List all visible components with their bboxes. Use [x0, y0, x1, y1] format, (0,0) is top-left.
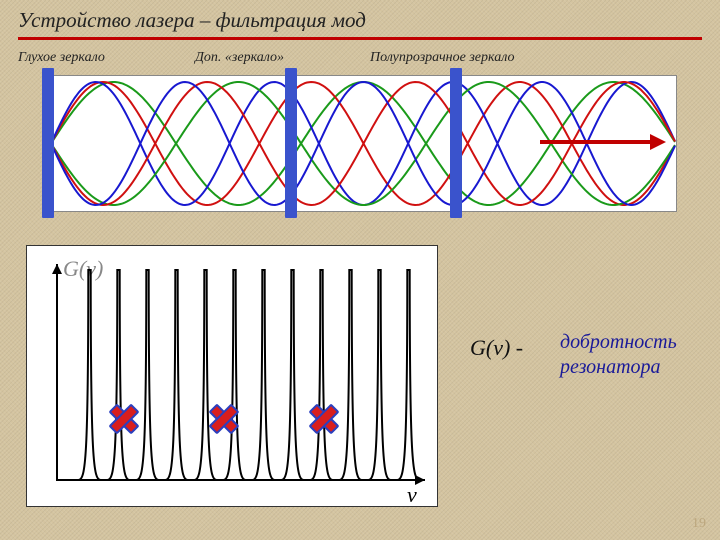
title-underline	[18, 37, 702, 40]
mirror-left	[42, 68, 54, 218]
title-block: Устройство лазера – фильтрация мод	[18, 8, 702, 40]
label-left-mirror: Глухое зеркало	[18, 50, 105, 66]
mirror-right	[450, 68, 462, 218]
desc-line2: резонатора	[560, 356, 661, 378]
output-arrow	[540, 140, 650, 144]
eq-text: G(ν) -	[470, 335, 523, 360]
filter-cross-1	[110, 405, 138, 433]
label-right-mirror: Полупрозрачное зеркало	[370, 50, 514, 66]
svg-text:G(ν): G(ν)	[63, 256, 103, 281]
page-title: Устройство лазера – фильтрация мод	[18, 8, 702, 33]
desc-line1: добротность	[560, 331, 677, 353]
gain-equation: G(ν) -	[470, 335, 523, 361]
mode-graph-svg: G(ν) ν	[27, 246, 437, 506]
mirror-mid	[285, 68, 297, 218]
mode-graph: G(ν) ν	[26, 245, 438, 507]
page-number: 19	[692, 516, 706, 532]
filter-cross-2	[210, 405, 238, 433]
quality-factor-label: добротность резонатора	[560, 330, 677, 380]
svg-text:ν: ν	[407, 482, 417, 506]
label-mid-mirror: Доп. «зеркало»	[195, 50, 284, 66]
filter-cross-3	[310, 405, 338, 433]
